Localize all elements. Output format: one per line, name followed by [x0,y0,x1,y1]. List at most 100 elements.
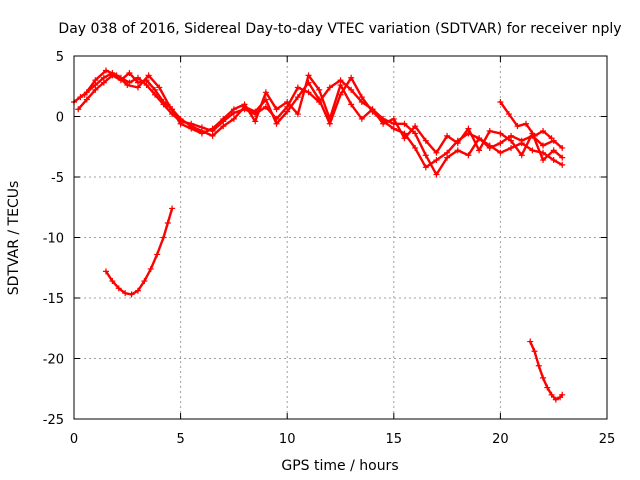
data-point [316,96,323,103]
y-tick-label: -25 [43,413,64,428]
data-point [358,115,365,122]
data-point [548,391,555,398]
data-point [305,89,312,96]
data-point [527,338,534,345]
data-point [198,130,205,137]
y-tick-label: -20 [43,353,64,368]
data-point [160,98,167,105]
data-point [412,130,419,137]
data-point [358,94,365,101]
data-point [102,67,109,74]
y-axis-label: SDTVAR / TECUs [6,181,22,296]
data-point [77,94,84,101]
data-point [147,265,154,272]
data-point [540,128,547,135]
data-point [83,96,90,103]
data-point [476,147,483,154]
y-tick-label: -10 [43,232,64,247]
data-point [508,144,515,151]
data-point [294,94,301,101]
y-tick-label: -5 [51,171,64,186]
x-axis-label: GPS time / hours [281,458,398,474]
data-point [156,84,163,91]
data-point [326,115,333,122]
data-point [465,152,472,159]
x-tick-label: 5 [176,432,184,447]
data-point [81,91,88,98]
data-point [380,120,387,127]
data-point [552,396,559,403]
data-point [241,101,248,108]
series-arc-1 [102,205,176,298]
data-point [92,86,99,93]
series-track-d [497,98,555,142]
data-point [273,120,280,127]
data-point [134,84,141,91]
data-point [412,123,419,130]
data-point [164,219,171,226]
data-point [369,106,376,113]
series-track-c [81,67,566,164]
data-point [422,137,429,144]
data-point [126,69,133,76]
data-point [348,101,355,108]
data-point [326,84,333,91]
data-point [531,348,538,355]
data-point [230,115,237,122]
data-point [122,290,129,297]
series-arc-2 [527,338,566,403]
data-point [433,171,440,178]
data-point [284,108,291,115]
chart-title: Day 038 of 2016, Sidereal Day-to-day VTE… [58,21,621,37]
data-point [497,98,504,105]
series-line [77,71,564,169]
data-point [220,123,227,130]
data-point [559,161,566,168]
data-point [401,120,408,127]
data-point [433,149,440,156]
data-point [514,123,521,130]
data-point [166,103,173,110]
data-point [390,115,397,122]
x-tick-label: 15 [386,432,403,447]
x-tick-label: 10 [279,432,296,447]
data-point [422,164,429,171]
data-point [188,125,195,132]
data-point [145,72,152,79]
data-point [348,74,355,81]
series-layer [71,67,566,403]
data-point [100,79,107,86]
data-point [92,77,99,84]
data-point [134,287,141,294]
data-point [209,132,216,139]
data-point [305,72,312,79]
data-point [518,152,525,159]
data-point [113,72,120,79]
data-point [154,251,161,258]
data-point [540,157,547,164]
data-point [230,106,237,113]
y-tick-label: 0 [56,111,64,126]
data-point [559,154,566,161]
data-point [422,152,429,159]
data-point [544,384,551,391]
data-point [548,135,555,142]
data-point [559,391,566,398]
data-point [508,137,515,144]
data-point [152,86,159,93]
data-point [128,291,135,298]
ticks: 0 5 10 15 20 25 5 0 -5 -10 -15 -20 -25 [43,50,616,447]
data-point [486,144,493,151]
series-line [499,100,553,140]
series-track-a [71,69,566,178]
data-point [401,135,408,142]
data-point [497,130,504,137]
data-point [109,278,116,285]
data-point [220,115,227,122]
data-point [316,86,323,93]
data-point [550,147,557,154]
data-point [529,147,536,154]
x-tick-label: 20 [492,432,509,447]
data-point [433,157,440,164]
data-point [348,86,355,93]
